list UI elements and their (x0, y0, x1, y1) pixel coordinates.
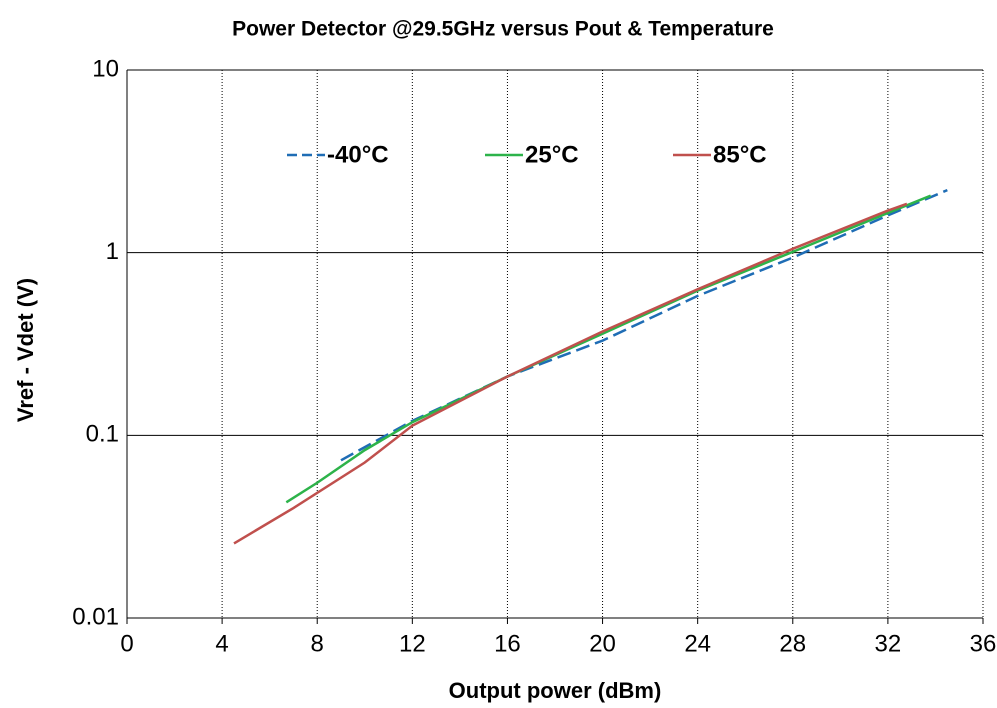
y-tick-label: 1 (106, 238, 119, 265)
x-tick-label: 4 (215, 630, 228, 657)
y-tick-label: 0.01 (72, 603, 119, 630)
x-tick-label: 28 (779, 630, 806, 657)
data-line (233, 202, 908, 545)
y-tick-label: 0.1 (86, 421, 119, 448)
legend-label: 25°C (525, 141, 579, 168)
x-tick-label: 0 (120, 630, 133, 657)
x-tick-label: 12 (399, 630, 426, 657)
y-axis-label: Vref - Vdet (V) (13, 278, 38, 422)
legend-label: -40°C (327, 141, 389, 168)
data-line (340, 188, 948, 462)
x-tick-label: 16 (494, 630, 521, 657)
chart-title: Power Detector @29.5GHz versus Pout & Te… (232, 18, 774, 41)
x-tick-label: 36 (970, 630, 997, 657)
data-line (285, 194, 932, 504)
legend-label: 85°C (713, 141, 767, 168)
x-axis-label: Output power (dBm) (449, 678, 662, 703)
x-tick-label: 32 (875, 630, 902, 657)
x-tick-label: 8 (311, 630, 324, 657)
x-tick-label: 24 (684, 630, 711, 657)
y-tick-label: 10 (92, 55, 119, 82)
x-tick-label: 20 (589, 630, 616, 657)
